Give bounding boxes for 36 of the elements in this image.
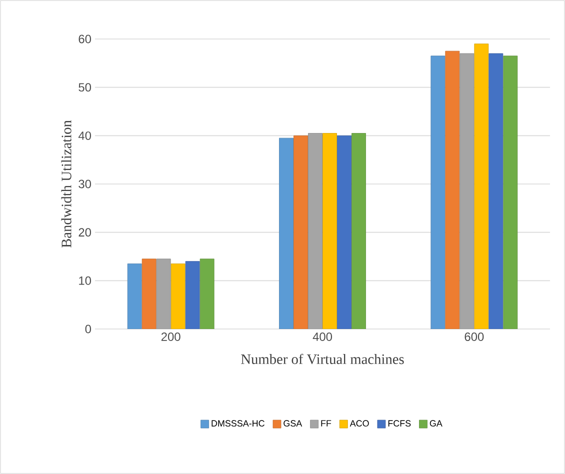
y-tick-label: 30 (78, 180, 92, 188)
bar (488, 53, 504, 329)
y-tick-label: 20 (78, 228, 92, 237)
bar (322, 133, 337, 329)
bar (142, 258, 156, 329)
x-axis-title: Number of Virtual machines (241, 354, 404, 364)
x-tick-label: 600 (464, 332, 484, 341)
y-tick-label: 60 (78, 34, 92, 44)
bar (503, 56, 518, 329)
bar (127, 264, 142, 329)
legend-label: GA (430, 420, 442, 427)
legend-label: FCFS (388, 420, 411, 427)
bar (185, 261, 200, 329)
y-axis-title: Bandwidth Utilization (61, 120, 72, 248)
bar (279, 138, 294, 329)
x-tick-label: 400 (312, 332, 332, 341)
x-tick-label: 200 (161, 332, 180, 341)
bar (308, 133, 322, 329)
y-tick-label: 0 (85, 324, 92, 334)
legend-label: ACO (350, 420, 369, 427)
y-tick-label: 10 (79, 276, 92, 285)
y-tick-label: 40 (78, 131, 92, 140)
bar (170, 264, 186, 329)
y-tick-label: 50 (78, 83, 92, 92)
bar (430, 56, 446, 329)
bar (445, 50, 460, 329)
legend-label: GSA (284, 420, 302, 427)
bar (294, 135, 308, 329)
bar (474, 44, 489, 329)
bar (352, 133, 366, 329)
bar (200, 258, 214, 329)
bar (337, 135, 352, 329)
bar (156, 258, 171, 329)
legend-label: FF (321, 420, 332, 426)
legend-label: DMSSSA-HC (212, 420, 264, 427)
bar (460, 53, 474, 329)
